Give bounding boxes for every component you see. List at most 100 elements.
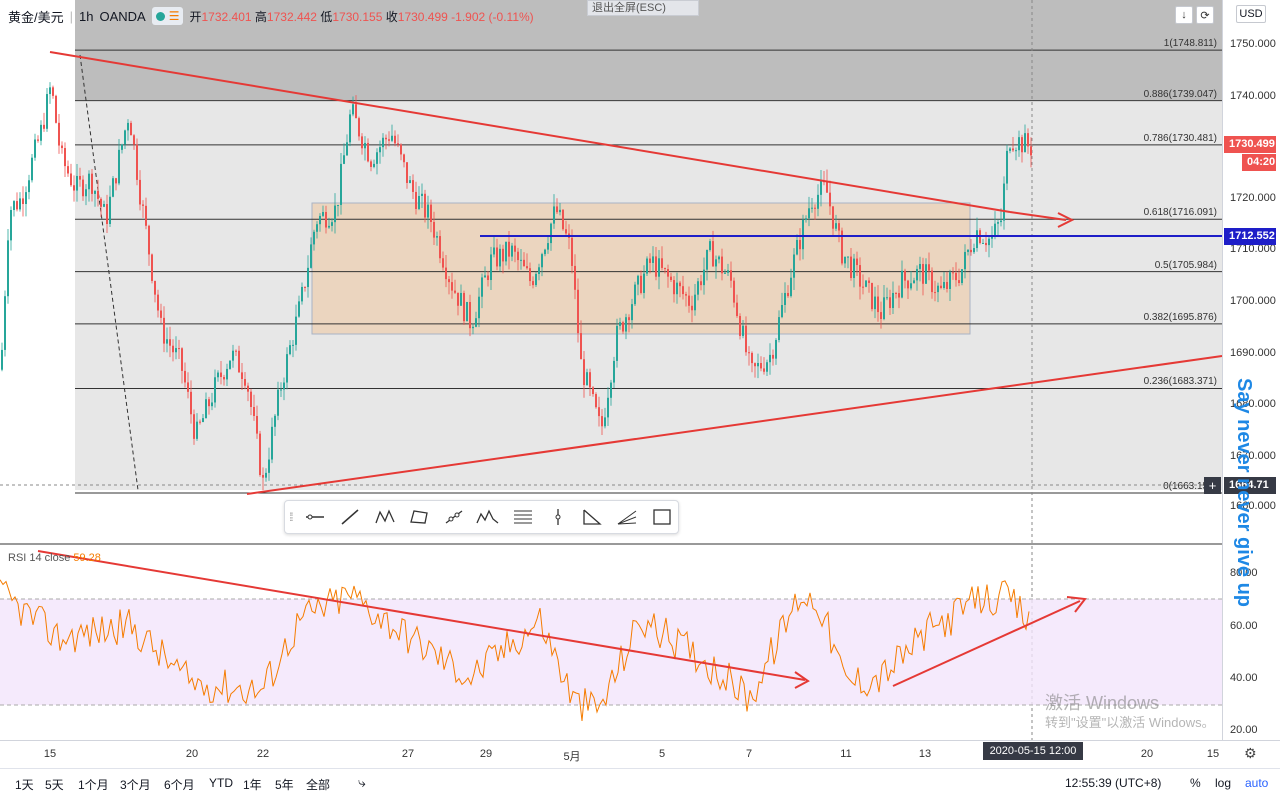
range-1m-button[interactable]: 1个月	[78, 778, 109, 792]
auto-toggle[interactable]: auto	[1245, 776, 1269, 790]
candle-body	[577, 289, 579, 334]
fib-level-label: 0.236(1683.371)	[1143, 376, 1217, 388]
candle-body	[697, 281, 699, 295]
candle-body	[619, 322, 621, 326]
range-6m-button[interactable]: 6个月	[164, 778, 195, 792]
horizontal-ray-icon[interactable]	[299, 503, 332, 531]
fullscreen-icon[interactable]: ⟳	[1196, 6, 1214, 24]
rsi-legend[interactable]: RSI 14 close 59.28	[8, 552, 101, 564]
candle-body	[541, 254, 543, 268]
price-tick: 1690.000	[1230, 347, 1276, 359]
candle-body	[445, 267, 447, 280]
level-price-label: 1712.552	[1224, 228, 1276, 245]
fib-level-label: 0.886(1739.047)	[1143, 88, 1217, 100]
clock-label[interactable]: 12:55:39 (UTC+8)	[1065, 776, 1162, 790]
gear-icon[interactable]: ⚙	[1244, 745, 1257, 761]
candle-body	[229, 360, 231, 369]
candle-body	[514, 245, 516, 252]
add-alert-icon[interactable]: +	[1204, 477, 1221, 494]
exit-fullscreen-button[interactable]: 退出全屏(ESC)	[587, 0, 699, 16]
trend-line-icon[interactable]	[334, 503, 367, 531]
legend-status[interactable]: ☰	[151, 7, 184, 25]
log-toggle[interactable]: log	[1215, 776, 1232, 790]
candle-body	[268, 459, 270, 473]
candle-body	[769, 354, 771, 363]
path-icon[interactable]	[437, 503, 470, 531]
candle-body	[517, 251, 519, 261]
candle-body	[970, 249, 972, 253]
candle-body	[322, 212, 324, 216]
candle-body	[217, 372, 219, 378]
candle-body	[232, 350, 234, 361]
candle-body	[658, 258, 660, 277]
candle-body	[910, 283, 912, 289]
range-3m-button[interactable]: 3个月	[120, 778, 151, 792]
candle-body	[34, 139, 36, 158]
range-5y-button[interactable]: 5年	[275, 778, 294, 792]
candle-body	[181, 348, 183, 371]
candle-body	[730, 270, 732, 281]
countdown-label: 04:20	[1242, 154, 1276, 171]
candle-body	[814, 207, 816, 209]
candle-body	[460, 292, 462, 306]
rectangle-icon[interactable]	[645, 503, 678, 531]
candle-body	[787, 292, 789, 297]
drag-handle-icon[interactable]: ⁞⁞	[289, 510, 294, 524]
candle-body	[778, 317, 780, 340]
xabcd-pattern-icon[interactable]	[368, 503, 401, 531]
scroll-down-icon[interactable]: ↓	[1175, 6, 1193, 24]
candle-body	[67, 166, 69, 174]
candle-body	[235, 350, 237, 352]
range-ytd-button[interactable]: YTD	[209, 776, 233, 790]
candle-body	[682, 286, 684, 295]
price-tick: 1670.000	[1230, 450, 1276, 462]
price-axis[interactable]	[1222, 0, 1280, 740]
candle-body	[862, 286, 864, 288]
fib-retracement-icon[interactable]	[507, 503, 540, 531]
candle-body	[346, 142, 348, 156]
polyline-icon[interactable]	[403, 503, 436, 531]
candle-body	[49, 87, 51, 95]
candle-body	[370, 161, 372, 167]
candle-body	[343, 155, 345, 164]
candle-body	[457, 292, 459, 306]
candle-body	[736, 302, 738, 317]
candle-body	[193, 414, 195, 439]
candle-body	[835, 223, 837, 229]
candle-body	[721, 256, 723, 274]
candle-body	[904, 270, 906, 281]
range-5d-button[interactable]: 5天	[45, 778, 64, 792]
price-tick: 1720.000	[1230, 192, 1276, 204]
candle-body	[391, 135, 393, 141]
candle-body	[844, 256, 846, 264]
currency-button[interactable]: USD	[1236, 5, 1266, 23]
candle-body	[892, 292, 894, 309]
elliott-wave-icon[interactable]	[472, 503, 505, 531]
candle-body	[172, 345, 174, 353]
triangle-pattern-icon[interactable]	[576, 503, 609, 531]
range-1d-button[interactable]: 1天	[15, 778, 34, 792]
cursor-price-label: 1664.71	[1224, 477, 1276, 494]
candle-body	[694, 294, 696, 311]
candle-body	[364, 142, 366, 149]
goto-date-icon[interactable]: ⤷	[358, 774, 366, 790]
candle-body	[808, 208, 810, 219]
symbol-name[interactable]: 黄金/美元	[8, 9, 64, 25]
candle-body	[85, 189, 87, 197]
interval-label[interactable]: 1h	[79, 8, 94, 24]
candle-body	[115, 178, 117, 184]
candle-body	[316, 224, 318, 232]
fib-fan-icon[interactable]	[611, 503, 644, 531]
range-1y-button[interactable]: 1年	[243, 778, 262, 792]
candle-body	[82, 179, 84, 197]
price-tick: 1660.000	[1230, 500, 1276, 512]
candle-body	[184, 370, 186, 383]
candle-body	[352, 104, 354, 115]
percent-toggle[interactable]: %	[1190, 776, 1201, 790]
fib-level-label: 0.786(1730.481)	[1143, 132, 1217, 144]
range-all-button[interactable]: 全部	[306, 778, 331, 792]
candle-body	[1, 349, 3, 370]
vertical-line-icon[interactable]	[541, 503, 574, 531]
